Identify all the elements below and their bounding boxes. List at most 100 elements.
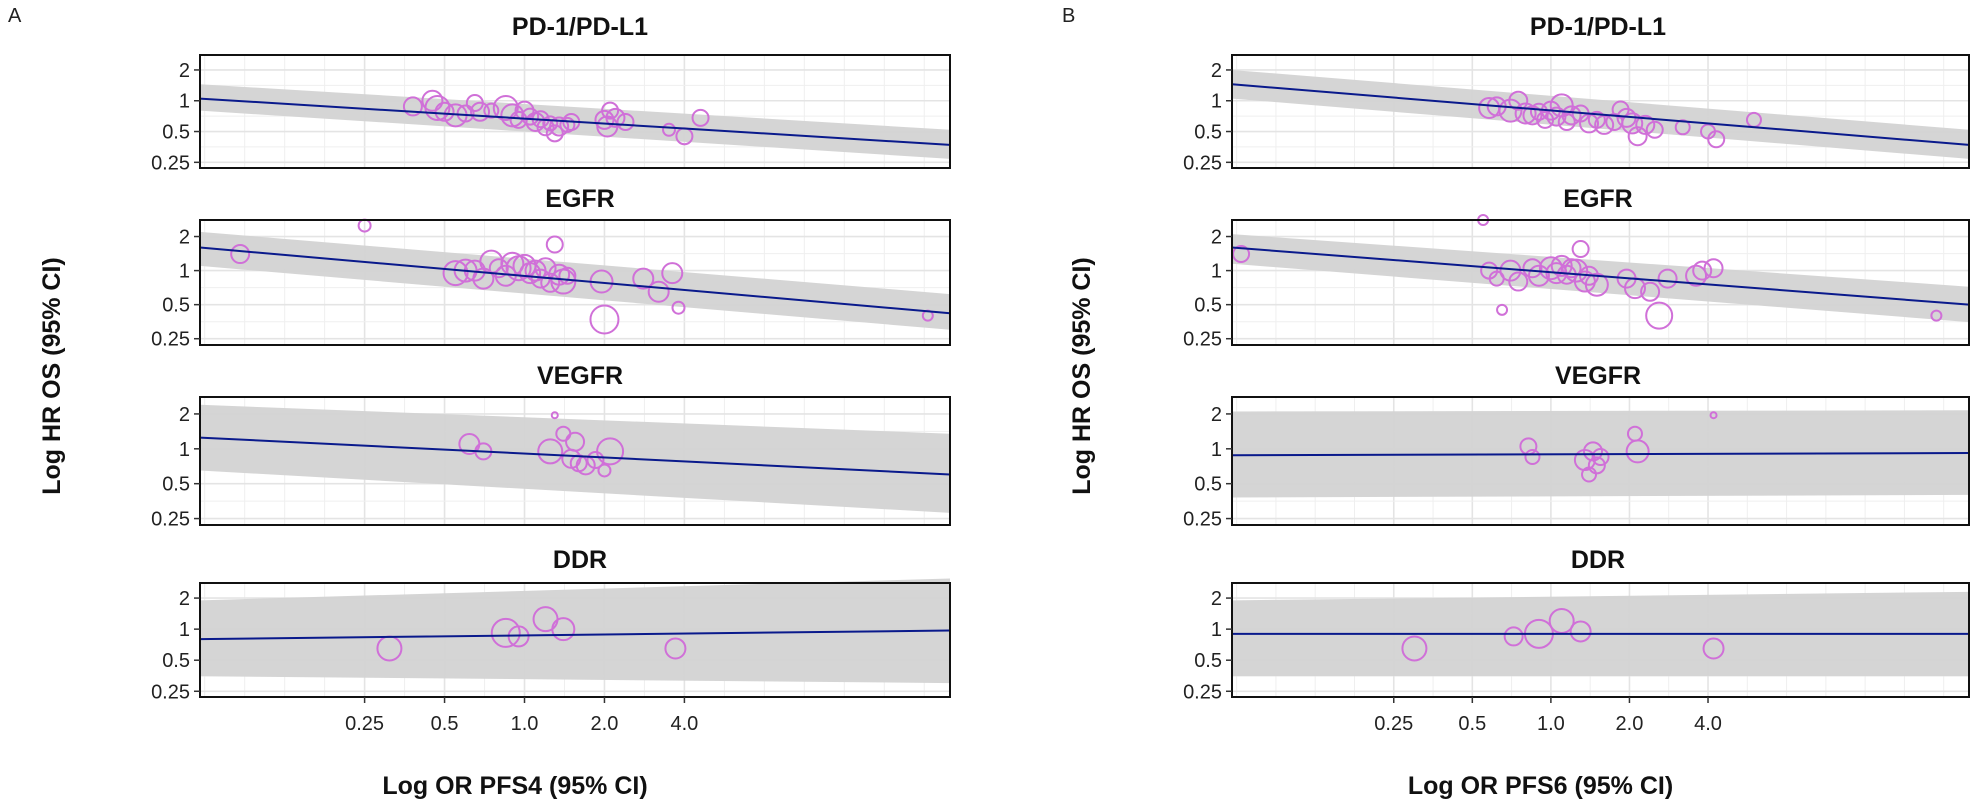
y-tick-label: 0.25 [1183, 509, 1222, 531]
y-tick-label: 2 [1211, 227, 1222, 249]
y-tick-label: 0.25 [151, 681, 190, 703]
regression-line [1231, 83, 1970, 146]
data-point [1561, 258, 1582, 279]
data-point [1709, 411, 1718, 420]
y-tick-label: 0.5 [1194, 650, 1222, 672]
data-point [514, 100, 535, 121]
data-point [1569, 620, 1592, 643]
panel-label: A [8, 5, 22, 27]
regression-line [199, 97, 951, 146]
y-tick-label: 0.25 [1183, 152, 1222, 174]
data-point [402, 96, 423, 117]
data-point [671, 300, 686, 315]
data-point [434, 101, 455, 122]
data-point [551, 617, 576, 642]
data-point [1707, 130, 1726, 149]
data-point [1522, 258, 1543, 279]
data-point [558, 266, 577, 285]
facet-frame [199, 396, 951, 526]
y-tick-label: 2 [1211, 404, 1222, 426]
confidence-band [1232, 234, 1969, 323]
y-tick-label: 2 [179, 404, 190, 426]
y-tick-label: 1 [1211, 439, 1222, 461]
data-point [1564, 258, 1589, 283]
data-point [1645, 301, 1674, 330]
data-point [662, 122, 677, 137]
x-tick-label: 2.0 [591, 713, 619, 735]
facet-pd-1-pd-l1: PD-1/PD-L1 2 1 0.5 0.25 [151, 13, 951, 174]
facet-frame [1231, 219, 1970, 346]
data-point [492, 94, 519, 121]
data-point [230, 244, 251, 265]
data-point [537, 438, 564, 465]
data-point [647, 280, 670, 303]
x-axis-title: Log OR PFS4 (95% CI) [382, 772, 647, 800]
y-axis-title: Log HR OS (95% CI) [1068, 257, 1096, 495]
panel-a: A PD-1/PD-L1 2 1 0.5 0.25 EGFR 2 1 0.5 0.25 VEGFR 2 1… [8, 5, 951, 800]
x-axis-title: Log OR PFS6 (95% CI) [1408, 772, 1673, 800]
data-point [1657, 268, 1678, 289]
data-point [540, 272, 561, 293]
y-tick-label: 1 [179, 619, 190, 641]
data-point [632, 267, 655, 290]
data-point [421, 89, 444, 112]
y-tick-label: 0.25 [151, 509, 190, 531]
data-point [1527, 264, 1550, 287]
data-point [1591, 447, 1610, 466]
facet-title: VEGFR [1555, 362, 1641, 390]
data-point [1703, 258, 1724, 279]
x-tick-label: 1.0 [511, 713, 539, 735]
data-point [1401, 635, 1428, 662]
facet-frame [199, 54, 951, 169]
y-tick-label: 0.5 [162, 474, 190, 496]
data-point [589, 304, 620, 335]
data-point [1645, 120, 1664, 139]
data-point [559, 116, 576, 133]
data-point [545, 124, 564, 143]
panel-label: B [1062, 5, 1075, 27]
data-point [545, 235, 564, 254]
data-point [1627, 126, 1648, 147]
data-point [548, 263, 571, 286]
facet-ddr: DDR 2 1 0.5 0.25 [151, 546, 951, 703]
facet-title: DDR [1571, 546, 1625, 574]
facet-pd-1-pd-l1: PD-1/PD-L1 2 1 0.5 0.25 [1183, 13, 1970, 174]
facet-frame [1231, 396, 1970, 526]
y-tick-label: 2 [179, 588, 190, 610]
facet-vegfr: VEGFR 2 1 0.5 0.25 [1183, 362, 1970, 531]
y-tick-label: 0.25 [151, 329, 190, 351]
y-tick-label: 0.25 [151, 152, 190, 174]
data-point [1524, 448, 1541, 465]
facet-frame [199, 219, 951, 346]
data-point [601, 101, 620, 120]
data-point [550, 411, 559, 420]
data-point [1557, 112, 1576, 131]
x-tick-label: 0.25 [1374, 713, 1413, 735]
y-tick-label: 1 [1211, 91, 1222, 113]
y-axis-title: Log HR OS (95% CI) [38, 257, 66, 495]
data-point [490, 617, 521, 648]
data-point [549, 116, 570, 137]
y-tick-label: 0.5 [1194, 295, 1222, 317]
data-point [664, 637, 687, 660]
facet-title: PD-1/PD-L1 [1530, 13, 1666, 41]
regression-line [199, 246, 951, 315]
facet-title: EGFR [545, 185, 614, 213]
facet-egfr: EGFR 2 1 0.5 0.25 [1183, 185, 1970, 351]
y-tick-label: 2 [179, 227, 190, 249]
regression-line [1231, 246, 1970, 306]
data-point [442, 260, 469, 287]
data-point [1550, 254, 1573, 277]
facet-title: DDR [553, 546, 607, 574]
facet-vegfr: VEGFR 2 1 0.5 0.25 [151, 362, 951, 531]
data-point [1594, 114, 1615, 135]
regression-line [199, 436, 951, 476]
y-tick-label: 1 [179, 261, 190, 283]
y-tick-label: 1 [179, 91, 190, 113]
data-point [1692, 260, 1713, 281]
data-point [1508, 90, 1529, 111]
x-tick-label: 0.25 [345, 713, 384, 735]
data-point [616, 112, 635, 131]
data-point [1508, 271, 1529, 292]
x-tick-label: 2.0 [1616, 713, 1644, 735]
